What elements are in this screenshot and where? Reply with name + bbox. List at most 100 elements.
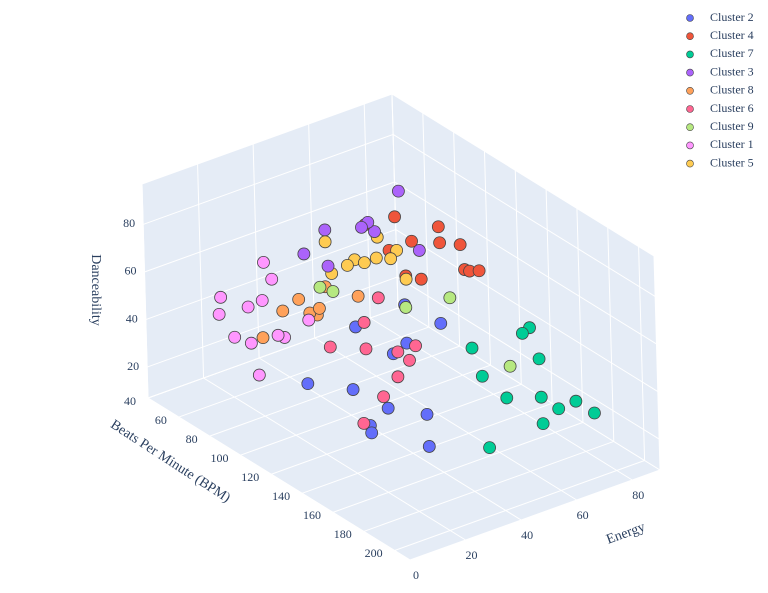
point bbox=[321, 259, 335, 273]
z-tick-label: 40 bbox=[126, 311, 138, 325]
grid-line bbox=[545, 189, 553, 404]
legend-label: Cluster 1 bbox=[710, 137, 754, 151]
legend-label: Cluster 2 bbox=[710, 10, 754, 24]
point bbox=[358, 256, 371, 270]
y-tick-label: 80 bbox=[632, 488, 644, 502]
point bbox=[532, 352, 546, 366]
legend-label: Cluster 7 bbox=[710, 46, 754, 60]
legend-marker bbox=[686, 141, 694, 150]
grid-line bbox=[178, 326, 429, 418]
point bbox=[297, 247, 311, 261]
point bbox=[257, 256, 270, 269]
point bbox=[212, 307, 226, 321]
grid-line bbox=[271, 383, 522, 475]
legend-marker bbox=[686, 87, 694, 95]
grid-line bbox=[422, 113, 430, 328]
point bbox=[340, 258, 354, 272]
legend-marker bbox=[686, 50, 694, 59]
legend-label: Cluster 3 bbox=[710, 64, 754, 78]
point bbox=[399, 301, 413, 314]
legend-label: Cluster 4 bbox=[710, 28, 754, 42]
grid-line bbox=[252, 143, 260, 359]
point bbox=[414, 272, 428, 286]
point bbox=[323, 340, 337, 354]
point bbox=[252, 368, 266, 382]
point bbox=[515, 326, 529, 340]
y-tick-label: 0 bbox=[413, 568, 419, 582]
point bbox=[434, 316, 448, 330]
grid-line bbox=[453, 132, 461, 347]
z-tick-label: 80 bbox=[123, 216, 135, 230]
grid-line bbox=[314, 337, 577, 501]
point bbox=[313, 280, 327, 294]
point bbox=[443, 291, 457, 305]
point bbox=[399, 272, 413, 286]
x-tick-label: 160 bbox=[303, 508, 321, 522]
x-tick-label: 200 bbox=[365, 546, 383, 560]
grid-line bbox=[203, 377, 466, 541]
grid-line bbox=[576, 208, 584, 423]
grid-line bbox=[395, 229, 659, 392]
point bbox=[569, 394, 583, 408]
grid-line bbox=[308, 123, 316, 339]
point bbox=[318, 235, 332, 249]
legend-marker bbox=[686, 123, 694, 131]
point bbox=[420, 407, 434, 421]
legend: Cluster 2 Cluster 4 Cluster 7 Cluster 3 Clus… bbox=[686, 10, 754, 169]
grid-line bbox=[147, 397, 411, 561]
grid-line bbox=[141, 183, 149, 399]
point bbox=[475, 369, 489, 383]
y-axis-title: Energy bbox=[604, 520, 647, 548]
legend-marker bbox=[686, 14, 694, 22]
legend-label: Cluster 6 bbox=[710, 101, 754, 115]
point bbox=[552, 402, 566, 416]
point bbox=[405, 234, 418, 248]
point bbox=[534, 390, 548, 404]
grid-line bbox=[394, 460, 645, 551]
x-tick-label: 140 bbox=[272, 489, 290, 503]
point bbox=[412, 244, 426, 257]
z-tick-label: 20 bbox=[127, 359, 139, 373]
point bbox=[271, 328, 285, 342]
grid-line bbox=[332, 421, 584, 513]
grid-line bbox=[483, 151, 491, 366]
point bbox=[409, 339, 422, 353]
x-tick-label: 100 bbox=[210, 451, 228, 465]
grid-line bbox=[144, 181, 395, 273]
y-tick-label: 20 bbox=[466, 548, 478, 562]
grid-line bbox=[638, 246, 646, 461]
grid-line bbox=[363, 103, 371, 319]
y-tick-label: 40 bbox=[521, 528, 533, 542]
grid-line bbox=[209, 345, 460, 437]
point bbox=[214, 290, 228, 304]
point bbox=[318, 223, 332, 237]
point bbox=[465, 341, 479, 355]
legend-label: Cluster 5 bbox=[710, 155, 754, 169]
grid-line bbox=[514, 170, 522, 385]
point bbox=[255, 294, 269, 307]
point bbox=[228, 330, 242, 344]
point bbox=[431, 220, 445, 234]
legend-label: Cluster 9 bbox=[710, 119, 754, 133]
point bbox=[381, 401, 395, 415]
grid-line bbox=[396, 276, 660, 440]
point bbox=[371, 291, 385, 305]
point bbox=[244, 336, 258, 350]
point bbox=[346, 383, 360, 396]
point bbox=[391, 370, 405, 384]
grid-line bbox=[607, 227, 615, 442]
point bbox=[536, 417, 550, 431]
point bbox=[388, 210, 401, 224]
points bbox=[212, 184, 601, 455]
legend-marker bbox=[686, 32, 694, 41]
z-axis-title: Danceability bbox=[88, 254, 103, 326]
grid-line bbox=[197, 163, 205, 379]
x-tick-label: 40 bbox=[124, 394, 136, 408]
point bbox=[369, 251, 383, 265]
grid-line bbox=[392, 133, 656, 297]
legend-label: Cluster 8 bbox=[710, 83, 754, 97]
point bbox=[276, 304, 290, 318]
point bbox=[265, 272, 279, 286]
point bbox=[357, 416, 371, 430]
